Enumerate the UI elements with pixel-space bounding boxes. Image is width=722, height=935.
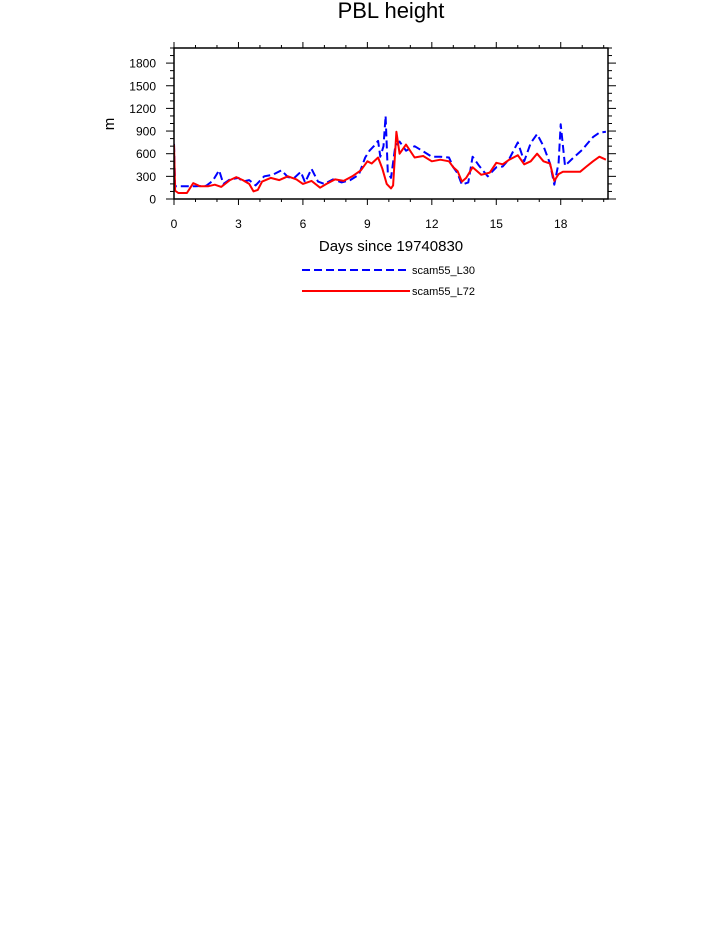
chart-title: PBL height <box>338 0 445 23</box>
x-tick-label: 9 <box>364 217 371 231</box>
legend-label-scam55_L30: scam55_L30 <box>412 265 475 277</box>
y-axis-label: m <box>101 118 118 131</box>
y-tick-label: 300 <box>136 170 156 184</box>
y-tick-label: 0 <box>149 193 156 207</box>
y-tick-label: 1800 <box>129 57 156 71</box>
x-tick-label: 3 <box>235 217 242 231</box>
x-tick-label: 12 <box>425 217 439 231</box>
x-tick-label: 15 <box>490 217 504 231</box>
x-tick-label: 0 <box>171 217 178 231</box>
legend: scam55_L30 scam55_L72 <box>302 265 475 298</box>
series-line-scam55_L30 <box>174 114 607 188</box>
x-tick-label: 18 <box>554 217 568 231</box>
axis-ticks <box>166 42 616 205</box>
y-tick-label: 600 <box>136 147 156 161</box>
y-tick-labels: 0 300 600 900 1200 1500 1800 <box>129 57 156 207</box>
legend-label-scam55_L72: scam55_L72 <box>412 286 475 298</box>
series-line-scam55_L72 <box>174 130 607 194</box>
x-tick-labels: 0 3 6 9 12 15 18 <box>171 217 568 231</box>
y-tick-label: 1500 <box>129 79 156 93</box>
y-tick-label: 900 <box>136 125 156 139</box>
x-tick-label: 6 <box>300 217 307 231</box>
series-layer <box>174 114 607 194</box>
x-axis-label: Days since 19740830 <box>319 238 463 255</box>
y-tick-label: 1200 <box>129 102 156 116</box>
